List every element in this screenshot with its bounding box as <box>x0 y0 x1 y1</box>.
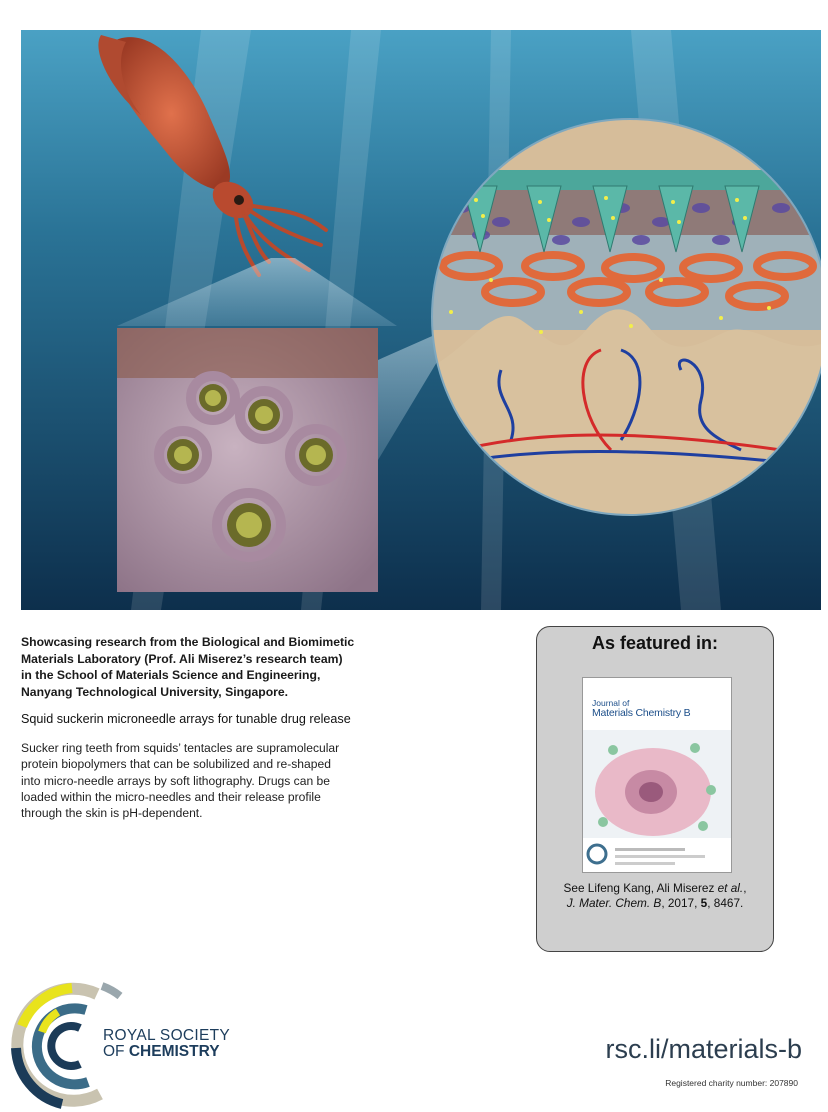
skin-cross-section <box>432 119 821 515</box>
rsc-logo-icon <box>11 982 123 1109</box>
showcase-text: Showcasing research from the Biological … <box>21 634 401 821</box>
showcase-heading: Showcasing research from the Biological … <box>21 635 355 699</box>
journal-title-line2: Materials Chemistry B <box>592 707 691 719</box>
journal-title-line1: Journal of <box>592 698 630 708</box>
journal-url-link[interactable]: rsc.li/materials-b <box>605 1034 802 1064</box>
article-title: Squid suckerin microneedle arrays for tu… <box>21 712 351 726</box>
journal-cover-thumbnail[interactable]: Journal of Materials Chemistry B <box>582 677 732 873</box>
featured-heading: As featured in: <box>591 633 719 653</box>
journal-cover-art <box>583 730 731 872</box>
cover-illustration <box>21 30 821 610</box>
featured-in-box: As featured in: Journal of Materials Che… <box>536 626 774 952</box>
sucker-ring-inset <box>117 328 378 592</box>
featured-citation: See Lifeng Kang, Ali Miserez et al., J. … <box>563 881 747 910</box>
article-description: Sucker ring teeth from squids’ tentacles… <box>21 741 340 821</box>
rsc-wordmark: ROYAL SOCIETY OF CHEMISTRY <box>103 1028 230 1060</box>
rsc-wordmark-line2: OF CHEMISTRY <box>103 1043 220 1060</box>
rsc-wordmark-line1: ROYAL SOCIETY <box>103 1027 231 1044</box>
charity-number: Registered charity number: 207890 <box>665 1078 798 1088</box>
squid-illustration <box>98 35 328 277</box>
